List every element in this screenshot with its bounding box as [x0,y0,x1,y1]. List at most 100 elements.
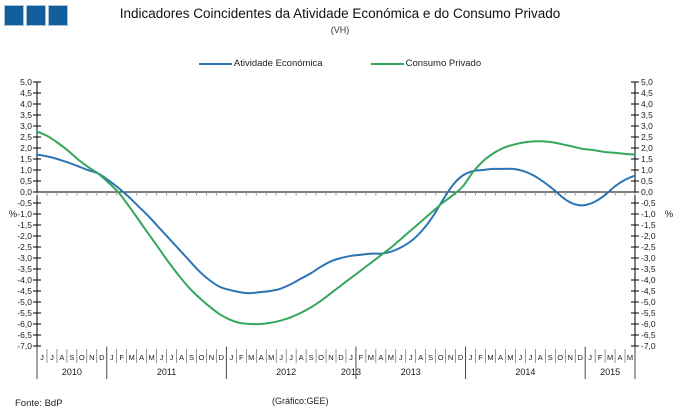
svg-text:-1,5: -1,5 [17,220,32,230]
svg-text:-0,5: -0,5 [641,198,656,208]
svg-text:-6,0: -6,0 [641,319,656,329]
svg-text:J: J [279,353,283,362]
svg-text:A: A [59,353,64,362]
svg-text:S: S [428,353,433,362]
svg-text:A: A [538,353,543,362]
svg-text:J: J [40,353,44,362]
svg-text:M: M [388,353,394,362]
svg-text:2,0: 2,0 [641,143,653,153]
svg-text:-7,0: -7,0 [641,341,656,351]
svg-text:2,5: 2,5 [641,132,653,142]
svg-text:2010: 2010 [62,367,82,377]
logo-square [26,5,46,26]
page-title: Indicadores Coincidentes da Atividade Ec… [119,6,561,21]
svg-text:M: M [148,353,154,362]
svg-text:-5,0: -5,0 [641,297,656,307]
svg-text:-5,5: -5,5 [17,308,32,318]
legend-line-green-icon [370,62,404,65]
legend-line-blue-icon [198,62,232,65]
svg-text:-6,5: -6,5 [17,330,32,340]
svg-text:0,5: 0,5 [641,176,653,186]
svg-text:D: D [458,353,464,362]
svg-text:-6,5: -6,5 [641,330,656,340]
svg-text:0,0: 0,0 [20,187,32,197]
svg-text:A: A [498,353,503,362]
svg-text:A: A [618,353,623,362]
svg-text:N: N [328,353,333,362]
svg-text:4,0: 4,0 [641,99,653,109]
svg-text:J: J [289,353,293,362]
svg-text:J: J [399,353,403,362]
svg-text:N: N [568,353,573,362]
svg-text:-1,0: -1,0 [641,209,656,219]
svg-text:J: J [160,353,164,362]
svg-text:5,0: 5,0 [20,77,32,87]
svg-text:-5,0: -5,0 [17,297,32,307]
svg-text:%: % [665,209,674,220]
svg-text:-2,5: -2,5 [17,242,32,252]
svg-text:M: M [627,353,633,362]
svg-text:O: O [79,353,85,362]
svg-text:A: A [139,353,144,362]
svg-text:F: F [239,353,244,362]
svg-text:D: D [99,353,105,362]
svg-text:O: O [199,353,205,362]
svg-text:F: F [359,353,364,362]
svg-text:M: M [368,353,374,362]
svg-text:M: M [487,353,493,362]
svg-text:-6,0: -6,0 [17,319,32,329]
legend-item-consumo-privado: Consumo Privado [370,58,482,69]
legend-label: Consumo Privado [405,58,482,69]
svg-text:-3,0: -3,0 [641,253,656,263]
legend-item-atividade-economica: Atividade Económica [198,58,323,69]
svg-text:2,0: 2,0 [20,143,32,153]
svg-text:-4,5: -4,5 [641,286,656,296]
svg-text:-0,5: -0,5 [17,198,32,208]
svg-text:N: N [89,353,94,362]
svg-text:1,5: 1,5 [641,154,653,164]
legend-label: Atividade Económica [233,58,323,69]
svg-text:J: J [229,353,233,362]
svg-text:3,5: 3,5 [641,110,653,120]
svg-text:M: M [268,353,274,362]
svg-text:M: M [248,353,254,362]
svg-text:S: S [69,353,74,362]
page-subtitle: (VH) [330,25,350,35]
svg-text:2014: 2014 [515,367,535,377]
svg-text:3,0: 3,0 [20,121,32,131]
svg-text:N: N [448,353,453,362]
svg-text:M: M [129,353,135,362]
svg-text:4,0: 4,0 [20,99,32,109]
svg-text:-4,0: -4,0 [641,275,656,285]
legend: Atividade Económica Consumo Privado [0,58,680,69]
svg-text:-3,5: -3,5 [17,264,32,274]
svg-text:M: M [507,353,513,362]
svg-text:J: J [409,353,413,362]
svg-text:J: J [50,353,54,362]
svg-text:3,0: 3,0 [641,121,653,131]
svg-text:0,0: 0,0 [641,187,653,197]
svg-text:F: F [478,353,483,362]
credit-note: (Gráfico:GEE) [272,396,329,406]
svg-text:1,5: 1,5 [20,154,32,164]
svg-text:-2,0: -2,0 [641,231,656,241]
svg-text:%: % [9,209,18,220]
svg-text:D: D [338,353,344,362]
svg-text:J: J [519,353,523,362]
svg-text:A: A [179,353,184,362]
svg-text:N: N [209,353,214,362]
svg-text:A: A [378,353,383,362]
svg-text:2,5: 2,5 [20,132,32,142]
svg-text:J: J [110,353,114,362]
svg-text:J: J [170,353,174,362]
svg-text:O: O [438,353,444,362]
svg-text:D: D [219,353,225,362]
svg-text:-1,0: -1,0 [17,209,32,219]
svg-text:-7,0: -7,0 [17,341,32,351]
svg-text:M: M [607,353,613,362]
svg-text:-2,0: -2,0 [17,231,32,241]
svg-text:S: S [309,353,314,362]
svg-text:1,0: 1,0 [641,165,653,175]
svg-text:4,5: 4,5 [641,88,653,98]
